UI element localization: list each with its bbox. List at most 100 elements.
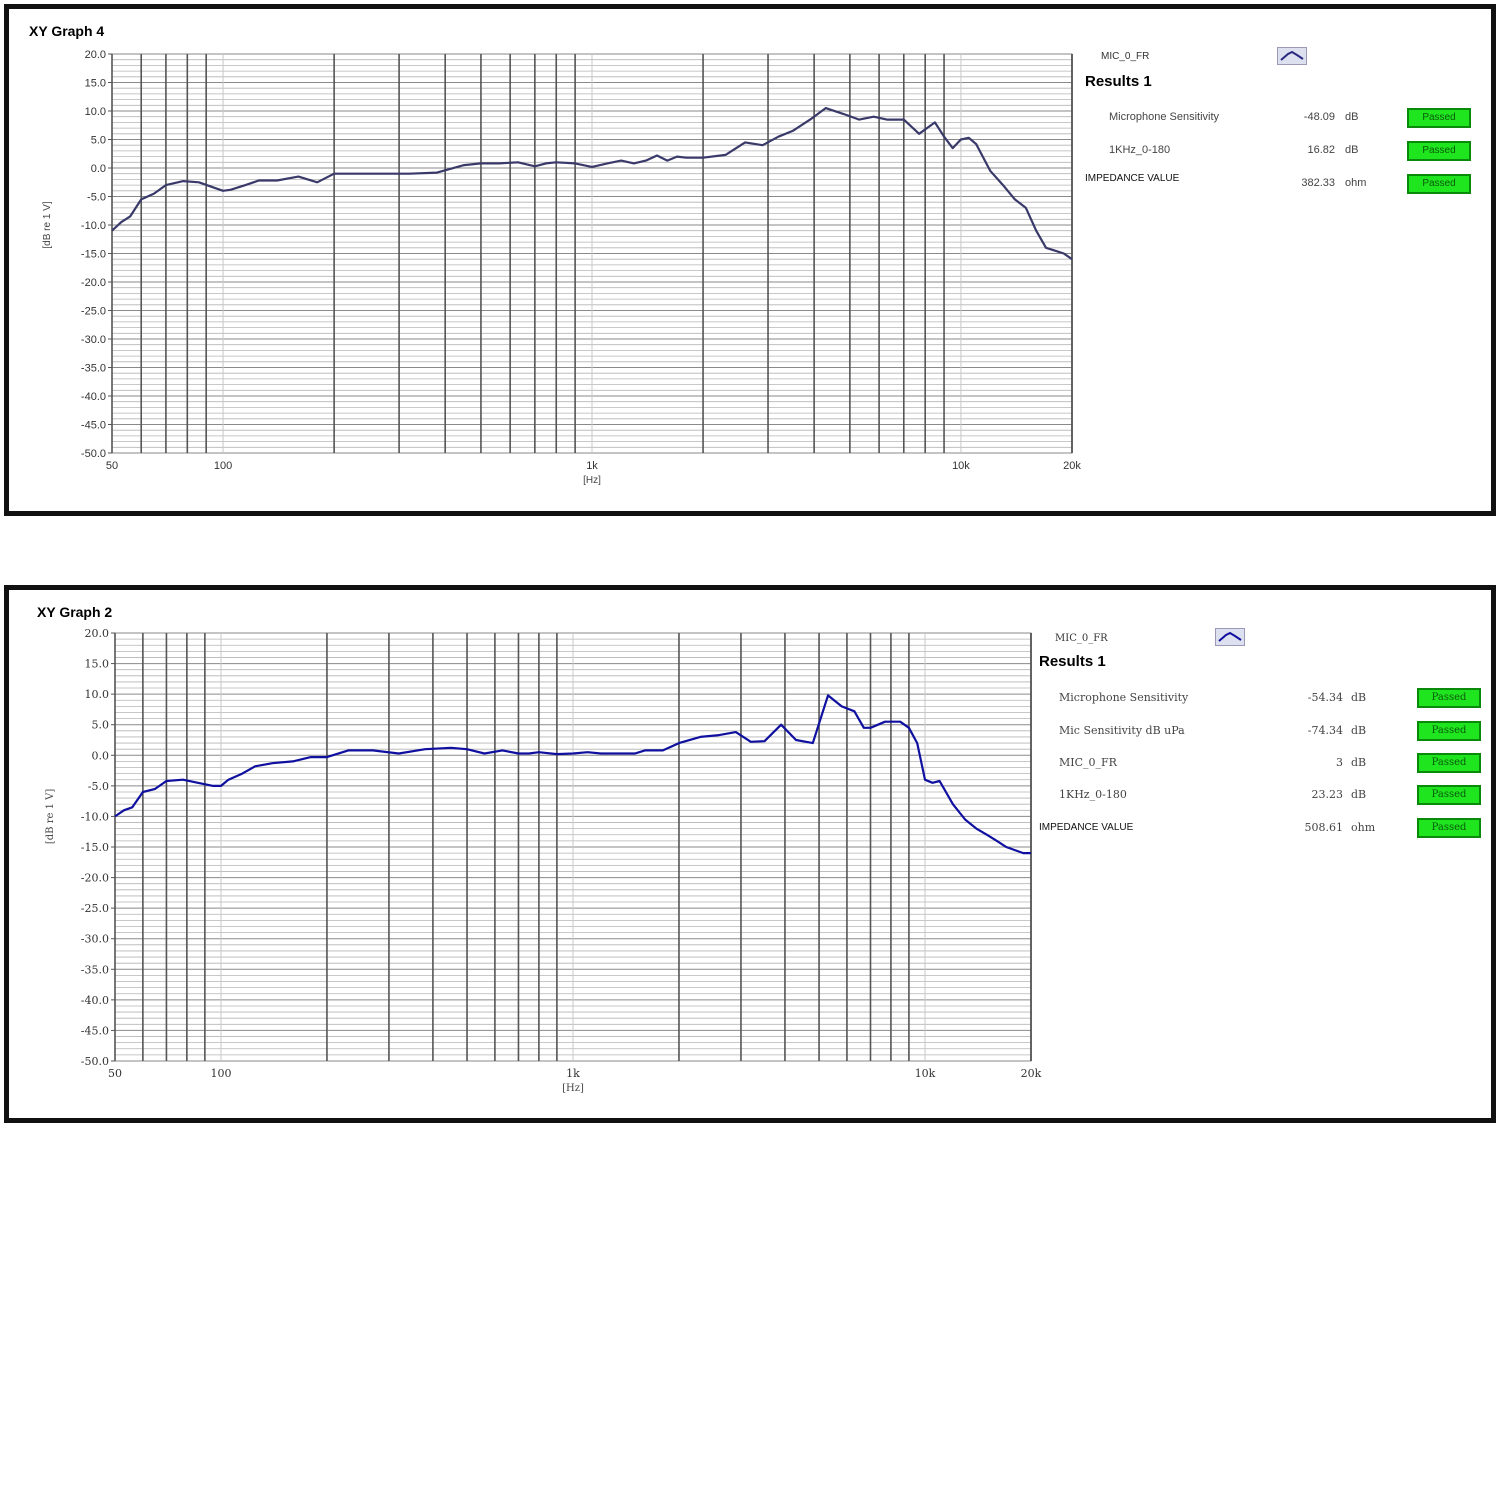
vertical-gridlines (114, 633, 1032, 1061)
result-unit: dB (1345, 111, 1359, 123)
status-badge: Passed (1417, 721, 1481, 741)
result-value: -54.34 (1307, 691, 1343, 704)
result-name: Microphone Sensitivity (1059, 691, 1189, 704)
y-tick-label: 15.0 (85, 658, 110, 671)
y-tick-label: -40.0 (81, 391, 106, 403)
result-row-1khz-0-180: 1KHz_0-180 23.23 dB Passed (1059, 785, 1481, 807)
result-value: 382.33 (1301, 177, 1335, 189)
result-name: MIC_0_FR (1059, 756, 1117, 769)
y-tick-label: -40.0 (81, 994, 109, 1007)
series-line-mic-0-fr (114, 694, 1031, 855)
results-title: Results 1 (1039, 653, 1106, 670)
result-name: 1KHz_0-180 (1059, 788, 1127, 801)
x-tick-label: 50 (108, 1067, 122, 1080)
y-tick-label: 5.0 (92, 719, 110, 732)
status-badge: Passed (1417, 688, 1481, 708)
result-value: 508.61 (1304, 821, 1344, 834)
result-value: 23.23 (1311, 788, 1344, 801)
x-axis-label: [Hz] (562, 1083, 584, 1094)
status-badge: Passed (1417, 785, 1481, 805)
y-tick-label: -5.0 (88, 780, 109, 793)
graph-panel-xy-graph-4: XY Graph 4 20.0 15.0 10.0 5.0 0.0 -5.0 -10.0 -1… (4, 4, 1496, 516)
x-tick-label: 10k (952, 460, 970, 472)
y-tick-label: 10.0 (85, 106, 106, 118)
result-unit: dB (1351, 691, 1367, 704)
result-unit: dB (1345, 144, 1359, 156)
graph-title: XY Graph 2 (37, 604, 113, 620)
y-tick-label: -15.0 (81, 249, 106, 261)
y-tick-label: 0.0 (92, 749, 110, 762)
status-badge: Passed (1407, 108, 1471, 128)
y-tick-label: -10.0 (81, 810, 109, 823)
y-tick-label: -10.0 (81, 220, 106, 232)
series-line-mic-0-fr (111, 106, 1073, 261)
result-row-microphone-sensitivity: Microphone Sensitivity -54.34 dB Passed (1059, 688, 1481, 710)
y-tick-label: -50.0 (81, 1055, 109, 1068)
y-tick-label: -5.0 (87, 192, 106, 204)
result-value: 16.82 (1307, 144, 1335, 156)
y-tick-label: 15.0 (85, 78, 106, 90)
graph-panel-xy-graph-2: XY Graph 2 20.0 15.0 10.0 5.0 0.0 -5.0 -10.0 -1… (4, 585, 1496, 1123)
x-tick-label: 100 (210, 1067, 231, 1080)
result-unit: dB (1351, 788, 1367, 801)
y-tick-label: -45.0 (81, 420, 106, 432)
y-tick-label: 0.0 (91, 163, 106, 175)
result-row-mic-0-fr: MIC_0_FR 3 dB Passed (1059, 753, 1481, 775)
y-tick-label: 20.0 (85, 49, 106, 61)
y-tick-label: -35.0 (81, 963, 109, 976)
status-badge: Passed (1407, 174, 1471, 194)
x-axis-label: [Hz] (583, 475, 601, 486)
xy-graph-2-chart: 20.0 15.0 10.0 5.0 0.0 -5.0 -10.0 -15.0 -20.0 -25… (45, 627, 1042, 1094)
results-title: Results 1 (1085, 73, 1152, 90)
curve-icon[interactable] (1215, 628, 1245, 646)
y-axis-label: [dB re 1 V] (42, 201, 53, 248)
y-tick-label: -30.0 (81, 334, 106, 346)
y-tick-label: -25.0 (81, 902, 109, 915)
status-badge: Passed (1407, 141, 1471, 161)
result-unit: dB (1351, 756, 1367, 769)
result-row-microphone-sensitivity: Microphone Sensitivity -48.09 dB Passed (1109, 108, 1479, 130)
status-badge: Passed (1417, 753, 1481, 773)
legend-series-name: MIC_0_FR (1101, 51, 1150, 62)
legend-series-name: MIC_0_FR (1055, 633, 1108, 644)
y-tick-label: 10.0 (85, 688, 110, 701)
x-tick-label: 20k (1021, 1067, 1042, 1080)
y-tick-label: -45.0 (81, 1024, 109, 1037)
x-tick-label: 20k (1063, 460, 1081, 472)
result-name: 1KHz_0-180 (1109, 144, 1171, 156)
y-tick-label: 20.0 (85, 627, 110, 640)
y-tick-label: -15.0 (81, 841, 109, 854)
x-tick-label: 1k (566, 1067, 580, 1080)
y-tick-label: -35.0 (81, 363, 106, 375)
result-value: 3 (1336, 756, 1343, 769)
y-tick-label: -25.0 (81, 306, 106, 318)
result-name: Microphone Sensitivity (1109, 111, 1220, 123)
result-value: -48.09 (1303, 111, 1335, 123)
y-tick-label: -20.0 (81, 872, 109, 885)
y-tick-label: -20.0 (81, 277, 106, 289)
xy-graph-4-chart: 20.0 15.0 10.0 5.0 0.0 -5.0 -10.0 -15.0 -20.0 -25… (42, 49, 1081, 486)
result-name: IMPEDANCE VALUE (1039, 822, 1134, 833)
graph-title: XY Graph 4 (29, 23, 105, 39)
result-row-impedance-value: IMPEDANCE VALUE 382.33 ohm Passed (1085, 173, 1479, 196)
y-tick-label: -30.0 (81, 933, 109, 946)
result-unit: dB (1351, 724, 1367, 737)
vertical-gridlines (111, 54, 1073, 453)
curve-icon[interactable] (1277, 47, 1307, 65)
result-row-impedance-value: IMPEDANCE VALUE 508.61 ohm Passed (1039, 818, 1481, 840)
y-tick-label: -50.0 (81, 448, 106, 460)
status-badge: Passed (1417, 818, 1481, 838)
result-name: IMPEDANCE VALUE (1085, 173, 1180, 184)
result-value: -74.34 (1307, 724, 1343, 737)
result-row-1khz-0-180: 1KHz_0-180 16.82 dB Passed (1109, 141, 1479, 163)
y-axis-label: [dB re 1 V] (45, 789, 56, 844)
x-tick-label: 100 (214, 460, 232, 472)
result-row-mic-sensitivity-db-upa: Mic Sensitivity dB uPa -74.34 dB Passed (1059, 721, 1481, 743)
result-unit: ohm (1345, 177, 1367, 189)
x-tick-label: 50 (106, 460, 118, 472)
x-tick-label: 1k (586, 460, 598, 472)
result-name: Mic Sensitivity dB uPa (1059, 724, 1185, 737)
x-tick-label: 10k (915, 1067, 936, 1080)
result-unit: ohm (1351, 821, 1376, 834)
y-tick-label: 5.0 (91, 135, 106, 147)
